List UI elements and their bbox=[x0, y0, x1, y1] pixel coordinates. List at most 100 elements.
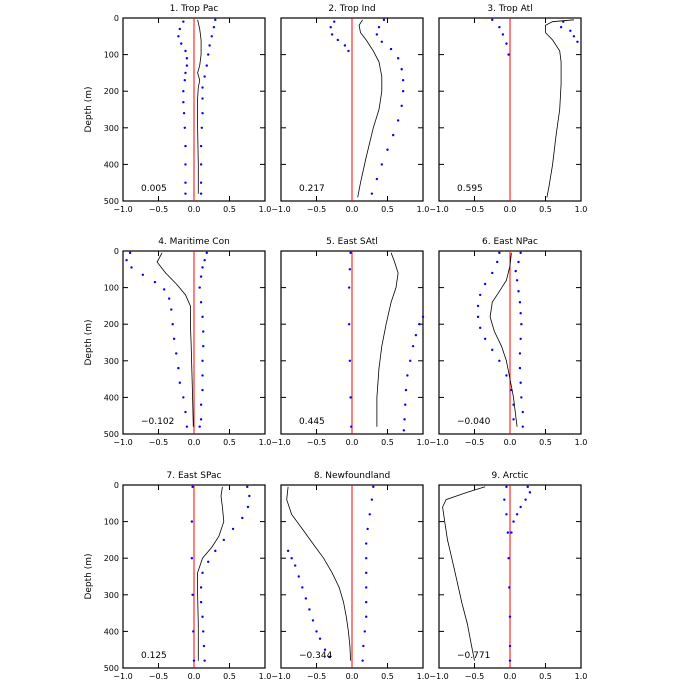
series-point bbox=[199, 144, 203, 148]
series-point bbox=[172, 337, 176, 341]
series-point bbox=[198, 425, 201, 428]
y-tick-label: 400 bbox=[104, 160, 119, 169]
x-tick-label: 0.5 bbox=[223, 438, 236, 447]
series-point bbox=[167, 297, 171, 300]
series-point bbox=[177, 35, 180, 38]
series-point bbox=[498, 25, 501, 29]
series-point bbox=[498, 251, 501, 255]
series-point bbox=[389, 47, 393, 51]
x-tick-label: −1.0 bbox=[113, 672, 132, 681]
series-point bbox=[505, 42, 508, 45]
series-point bbox=[203, 659, 206, 662]
series-point bbox=[483, 337, 487, 341]
series-point bbox=[519, 337, 522, 341]
correlation-annotation: −0.771 bbox=[457, 651, 490, 661]
dotted-series-right bbox=[510, 485, 532, 534]
series-point bbox=[184, 410, 187, 414]
solid-series-line bbox=[442, 486, 486, 661]
series-point bbox=[375, 177, 379, 181]
series-point bbox=[380, 40, 384, 43]
y-tick-label: 500 bbox=[104, 197, 119, 206]
series-point bbox=[483, 282, 487, 286]
panel-4: 4. Maritime Con −1.0 −0.5 0.0 0.5 1.0 0 100 200 3… bbox=[84, 237, 271, 447]
series-point bbox=[308, 608, 311, 611]
x-tick-label: 1.0 bbox=[575, 672, 588, 681]
series-point bbox=[199, 192, 203, 195]
series-point bbox=[382, 18, 386, 22]
series-point bbox=[333, 20, 336, 23]
series-point bbox=[182, 100, 185, 104]
series-point bbox=[128, 251, 132, 255]
series-point bbox=[348, 359, 352, 362]
series-point bbox=[476, 315, 480, 319]
series-point bbox=[498, 359, 501, 362]
series-point bbox=[572, 35, 576, 38]
series-point bbox=[199, 275, 203, 278]
series-point bbox=[520, 323, 523, 326]
y-axis-label: Depth (m) bbox=[84, 319, 94, 365]
series-point bbox=[512, 520, 515, 523]
series-point bbox=[199, 163, 203, 166]
dotted-series-left bbox=[491, 18, 510, 56]
x-tick-label: −0.5 bbox=[307, 438, 326, 447]
x-tick-label: 1.0 bbox=[575, 438, 588, 447]
series-point bbox=[510, 531, 513, 534]
x-tick-label: −1.0 bbox=[113, 438, 132, 447]
series-point bbox=[519, 381, 522, 384]
series-point bbox=[505, 485, 508, 489]
series-point bbox=[202, 630, 205, 633]
x-tick-label: −0.5 bbox=[149, 205, 168, 214]
x-tick-label: 0.0 bbox=[188, 205, 201, 214]
series-point bbox=[183, 126, 186, 129]
correlation-annotation: 0.595 bbox=[457, 184, 483, 194]
panel-1: 1. Trop Pac −1.0 −0.5 0.0 0.5 1.0 0 100 200 300 40… bbox=[84, 4, 271, 214]
panel-7: 7. East SPac −1.0 −0.5 0.0 0.5 1.0 0 100 200 300 4… bbox=[84, 471, 271, 681]
x-tick-label: −0.5 bbox=[307, 205, 326, 214]
series-point bbox=[365, 615, 368, 618]
series-point bbox=[207, 53, 210, 56]
series-point bbox=[403, 418, 406, 421]
series-point bbox=[370, 192, 374, 195]
solid-series-line bbox=[489, 252, 518, 427]
panel-title: 2. Trop Ind bbox=[328, 4, 375, 14]
series-point bbox=[222, 538, 226, 542]
y-tick-label: 100 bbox=[104, 284, 119, 293]
series-point bbox=[170, 308, 173, 311]
x-tick-label: 0.0 bbox=[188, 672, 201, 681]
x-tick-label: 0.5 bbox=[539, 672, 552, 681]
series-point bbox=[180, 42, 183, 45]
series-point bbox=[368, 513, 371, 516]
correlation-annotation: −0.102 bbox=[141, 417, 174, 427]
x-tick-label: 1.0 bbox=[259, 672, 272, 681]
series-point bbox=[304, 597, 308, 600]
series-point bbox=[478, 293, 482, 297]
correlation-annotation: −0.040 bbox=[457, 417, 491, 427]
x-tick-label: 1.0 bbox=[417, 205, 430, 214]
series-point bbox=[519, 312, 522, 315]
series-point bbox=[203, 75, 206, 78]
series-point bbox=[178, 381, 181, 384]
series-point bbox=[508, 644, 512, 648]
series-point bbox=[201, 266, 204, 269]
x-tick-label: 0.0 bbox=[504, 205, 517, 214]
series-point bbox=[201, 388, 204, 392]
series-point bbox=[372, 485, 375, 489]
x-tick-label: 0.5 bbox=[223, 672, 236, 681]
series-point bbox=[365, 600, 368, 604]
series-point bbox=[559, 25, 563, 29]
series-point bbox=[162, 288, 166, 291]
y-axis-label: Depth (m) bbox=[84, 86, 94, 132]
series-point bbox=[318, 637, 322, 640]
series-point bbox=[365, 542, 368, 545]
y-tick-label: 0 bbox=[114, 14, 119, 23]
series-point bbox=[517, 290, 520, 293]
series-point bbox=[406, 374, 409, 377]
dotted-series-left bbox=[329, 20, 350, 53]
series-point bbox=[294, 564, 297, 567]
dotted-series-right bbox=[402, 315, 425, 432]
series-point bbox=[386, 148, 389, 151]
series-point bbox=[202, 644, 206, 648]
series-point bbox=[576, 40, 579, 43]
series-point bbox=[418, 323, 421, 326]
